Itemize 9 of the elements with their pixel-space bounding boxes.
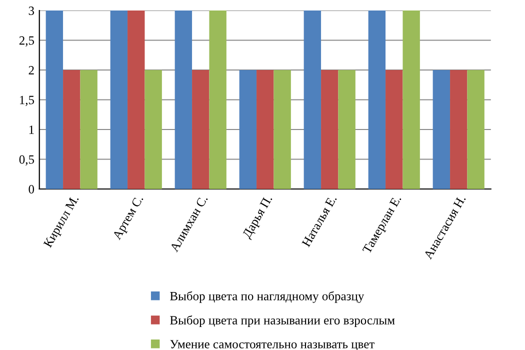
y-tick-label: 0 (28, 185, 34, 194)
y-tick-label: 0,5 (19, 155, 34, 166)
y-tick-label: 2,5 (19, 36, 34, 47)
y-tick-label: 3 (28, 6, 34, 15)
y-tick-label: 2 (28, 66, 34, 74)
legend-label: Выбор цвета по наглядному образцу (170, 291, 364, 303)
legend-label: Выбор цвета при назывании его взрослым (170, 315, 395, 328)
y-tick-label: 1 (29, 126, 34, 134)
y-tick-label: 1,5 (20, 96, 34, 106)
